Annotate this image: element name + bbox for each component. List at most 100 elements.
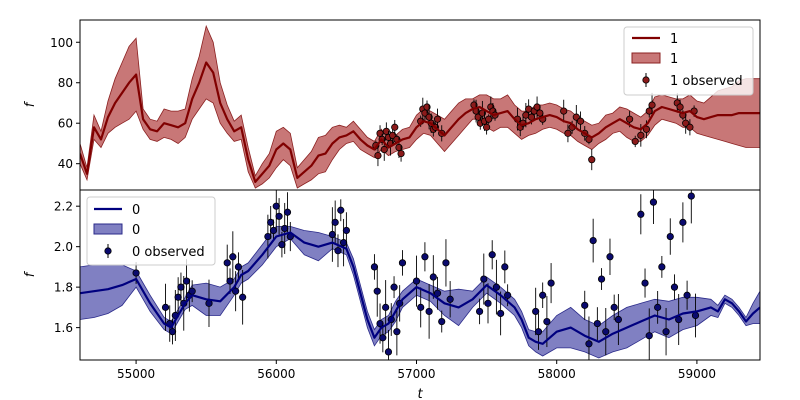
bottom-observed-point xyxy=(532,307,540,316)
bottom-observed-point xyxy=(501,263,509,271)
top-y-axis-label: f xyxy=(23,100,38,107)
bottom-observed-point xyxy=(488,251,496,259)
bottom-legend-label-mean: 0 xyxy=(132,203,140,218)
bottom-observed-point xyxy=(662,328,670,336)
bottom-observed-point xyxy=(683,291,691,299)
x-tick-label: 58000 xyxy=(538,367,576,381)
bottom-legend-band-swatch xyxy=(93,223,123,235)
bottom-y-tick-label: 2.0 xyxy=(54,240,73,254)
top-observed-point xyxy=(380,145,388,154)
bottom-observed-point xyxy=(331,218,339,226)
bottom-y-tick-label: 1.8 xyxy=(54,281,73,295)
top-observed-point xyxy=(564,129,572,137)
top-observed-point xyxy=(686,123,694,131)
bottom-observed-point xyxy=(398,259,407,267)
bottom-y-axis-label: f xyxy=(23,270,38,277)
x-tick-label: 59000 xyxy=(678,367,716,381)
bottom-observed-point xyxy=(390,283,398,291)
bottom-observed-point xyxy=(589,236,597,245)
bottom-observed-point xyxy=(334,247,342,255)
bottom-observed-point xyxy=(226,277,234,285)
bottom-observed-point xyxy=(412,277,421,285)
bottom-legend-label-observed: 0 observed xyxy=(132,245,205,260)
bottom-legend: 0 0 0 observed xyxy=(86,196,216,266)
top-y-tick-label: 60 xyxy=(58,117,73,131)
bottom-observed-point xyxy=(174,293,182,301)
bottom-observed-point xyxy=(342,226,350,235)
bottom-observed-point xyxy=(168,328,177,336)
bottom-observed-point xyxy=(275,212,283,220)
bottom-observed-point xyxy=(223,259,231,267)
top-observed-point xyxy=(676,103,684,111)
bottom-observed-point xyxy=(547,279,555,287)
top-observed-point xyxy=(391,123,399,131)
bottom-observed-point xyxy=(438,317,446,326)
bottom-legend-frame xyxy=(86,196,216,266)
top-y-tick-label: 80 xyxy=(58,76,73,90)
top-observed-point xyxy=(645,107,653,115)
bottom-observed-point xyxy=(229,253,237,261)
top-mean-line xyxy=(80,61,760,183)
bottom-observed-point xyxy=(182,277,191,285)
bottom-mean-line-group xyxy=(80,231,760,345)
top-legend-band-swatch xyxy=(631,52,661,64)
bottom-observed-point xyxy=(281,224,289,233)
bottom-observed-point xyxy=(658,263,666,271)
bottom-observed-point xyxy=(543,317,551,326)
top-legend-frame xyxy=(623,26,754,96)
top-panel: 40 60 80 100 f 1 1 1 observed xyxy=(23,19,761,191)
bottom-observed-point xyxy=(272,202,280,210)
bottom-observed-point xyxy=(492,283,501,291)
bottom-legend-label-band: 0 xyxy=(132,223,140,238)
bottom-observed-point xyxy=(484,299,492,307)
top-y-ticks: 40 60 80 100 xyxy=(50,36,80,171)
bottom-observed-point xyxy=(606,253,614,261)
bottom-observed-point xyxy=(687,192,695,200)
x-tick-label: 56000 xyxy=(257,367,295,381)
top-legend: 1 1 1 observed xyxy=(623,26,754,96)
top-observed-point xyxy=(560,107,568,115)
bottom-legend-marker-swatch xyxy=(104,247,112,255)
bottom-observed-point xyxy=(393,328,401,336)
bottom-observed-point xyxy=(339,239,348,247)
bottom-observed-point xyxy=(382,303,390,311)
bottom-observed-point xyxy=(417,303,425,311)
top-observed-point xyxy=(485,115,493,123)
top-y-tick-label: 100 xyxy=(50,36,73,50)
top-observed-point xyxy=(433,115,442,123)
bottom-observed-point xyxy=(232,287,240,295)
top-legend-marker-swatch xyxy=(642,76,650,84)
top-observed-point xyxy=(397,149,405,158)
top-mean-line-group xyxy=(80,61,760,183)
bottom-mean-line xyxy=(80,231,760,345)
bottom-observed-point xyxy=(602,328,610,336)
bottom-observed-point xyxy=(421,253,429,261)
bottom-observed-point xyxy=(597,275,606,283)
bottom-uncertainty-band-group xyxy=(80,226,760,359)
bottom-observed-point xyxy=(132,269,140,277)
bottom-observed-point xyxy=(534,328,543,336)
bottom-observed-point xyxy=(497,309,505,318)
top-observed-point xyxy=(642,125,651,133)
bottom-observed-point xyxy=(384,348,393,356)
bottom-observed-point xyxy=(610,303,618,311)
bottom-observed-point xyxy=(433,289,442,297)
bottom-observed-point xyxy=(666,232,674,241)
bottom-axes-frame xyxy=(79,189,761,361)
top-legend-label-band: 1 xyxy=(670,52,678,67)
top-observed-point xyxy=(637,131,645,139)
bottom-observed-point xyxy=(504,291,512,299)
bottom-observed-point xyxy=(239,293,247,301)
bottom-observed-point xyxy=(429,273,437,281)
bottom-observed-point xyxy=(446,295,454,303)
bottom-observed-point xyxy=(264,232,272,241)
top-legend-label-observed: 1 observed xyxy=(670,74,743,89)
bottom-observed-point xyxy=(283,208,292,216)
top-observed-point xyxy=(533,103,541,111)
bottom-observed-point xyxy=(379,334,387,342)
top-observed-point xyxy=(588,156,596,164)
bottom-observed-point xyxy=(376,319,384,328)
top-observed-point xyxy=(423,103,431,111)
bottom-observed-point xyxy=(581,301,589,309)
x-axis-label: t xyxy=(417,387,423,400)
